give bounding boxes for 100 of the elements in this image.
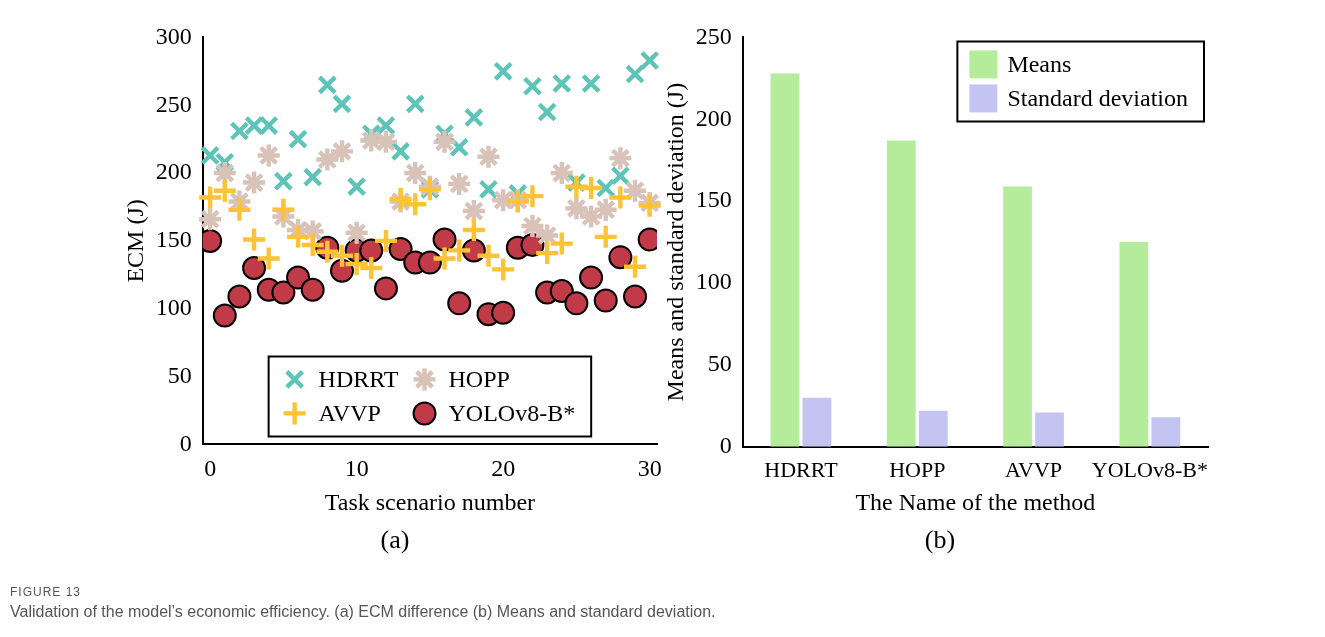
text: (b): [923, 525, 957, 555]
point: [301, 233, 324, 256]
point: [257, 144, 280, 167]
point: [550, 162, 573, 185]
point: [611, 166, 630, 186]
point: [259, 116, 279, 135]
bar: [918, 410, 948, 447]
point: [581, 74, 601, 93]
point: [374, 229, 397, 252]
x-axis-title: The Name of the method: [855, 488, 1096, 515]
point: [330, 140, 353, 163]
point: [212, 303, 237, 328]
point: [549, 279, 574, 304]
point: [448, 172, 471, 195]
y-tick-label: 300: [155, 22, 192, 49]
bar: [770, 73, 800, 447]
legend-label: AVVP: [318, 399, 381, 426]
bar: [1151, 417, 1181, 447]
point: [300, 277, 325, 302]
legend-label: HDRRT: [318, 365, 399, 392]
y-tick-label: 0: [719, 432, 732, 459]
point: [491, 300, 516, 325]
point: [360, 257, 383, 280]
point: [477, 145, 500, 168]
caption: FIGURE 13: [10, 585, 82, 599]
y-tick-label: 250: [155, 90, 192, 117]
y-tick-label: 200: [155, 158, 192, 185]
point: [330, 244, 353, 267]
point: [373, 276, 398, 301]
point: [359, 238, 384, 263]
point: [199, 208, 222, 231]
point: [579, 265, 604, 290]
point: [609, 147, 632, 170]
x-axis-title: Task scenario number: [324, 488, 536, 515]
point: [213, 162, 236, 185]
point: [417, 250, 442, 275]
point: [580, 176, 603, 199]
legend-label: HOPP: [448, 365, 510, 392]
point: [257, 247, 280, 270]
point: [479, 180, 498, 199]
y-tick-label: 50: [167, 361, 192, 388]
point: [462, 219, 485, 242]
y-tick-label: 100: [155, 294, 192, 321]
bar: [886, 140, 916, 447]
bar: [1035, 412, 1064, 447]
point: [536, 242, 559, 265]
point: [464, 108, 484, 127]
point: [433, 247, 456, 270]
point: [345, 252, 368, 275]
point: [345, 221, 368, 244]
point: [493, 61, 513, 81]
bar: [802, 397, 832, 447]
text: Validation of the model’s economic efficiency. (a) ECM difference (b) Means and standard deviation.: [10, 603, 717, 621]
point: [521, 185, 544, 208]
point: [537, 102, 557, 122]
x-tick-label: HDRRT: [764, 456, 839, 482]
point: [623, 284, 648, 309]
point: [523, 76, 542, 96]
legend-label: Standard deviation: [1007, 84, 1188, 111]
point: [213, 179, 236, 202]
x-tick-label: YOLOv8-B*: [1091, 456, 1208, 482]
y-tick-label: 150: [155, 226, 192, 253]
point: [564, 291, 589, 316]
point: [316, 240, 339, 263]
point: [288, 129, 308, 149]
point: [593, 288, 618, 313]
y-tick-label: 100: [695, 268, 732, 295]
point: [624, 255, 647, 278]
y-tick-label: 50: [707, 350, 732, 377]
point: [374, 130, 397, 153]
point: [477, 244, 500, 267]
point: [242, 256, 267, 281]
y-axis-title: ECM (J): [121, 199, 148, 283]
point: [550, 232, 573, 255]
y-tick-label: 0: [179, 429, 192, 456]
point: [332, 94, 352, 114]
point: [432, 227, 457, 252]
point: [272, 198, 295, 221]
legend-label: Means: [1007, 50, 1072, 77]
point: [404, 193, 427, 216]
point: [303, 167, 323, 187]
point: [404, 162, 427, 185]
point: [625, 64, 645, 84]
bar: [1119, 242, 1149, 447]
point: [227, 284, 252, 309]
point: [640, 51, 660, 70]
point: [433, 130, 456, 153]
point: [287, 225, 310, 248]
x-tick-label: 30: [637, 455, 662, 482]
text: (a): [379, 525, 411, 555]
point: [243, 171, 266, 194]
point: [447, 291, 472, 316]
point: [448, 239, 471, 262]
point: [391, 142, 410, 161]
point: [200, 146, 220, 165]
x-tick-label: 0: [204, 455, 217, 482]
y-axis-title: Means and standard deviation (J): [661, 82, 688, 402]
point: [347, 177, 366, 196]
point: [405, 94, 425, 114]
legend-label: YOLOv8-B*: [448, 399, 576, 426]
